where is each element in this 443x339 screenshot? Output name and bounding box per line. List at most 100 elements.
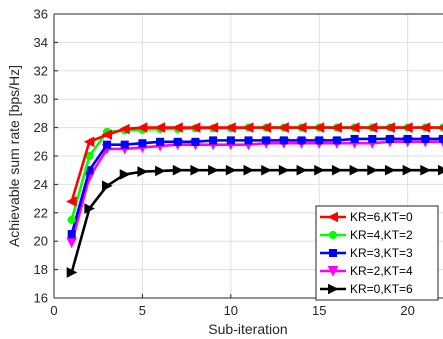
data-point (331, 164, 343, 176)
x-tick-label: 5 (139, 303, 146, 318)
data-point (349, 164, 361, 176)
data-point (243, 164, 255, 176)
legend-item: KR=2,KT=4 (320, 264, 413, 278)
x-tick-label: 20 (400, 303, 414, 318)
y-tick-label: 30 (34, 92, 48, 107)
x-axis-label: Sub-iteration (208, 321, 287, 337)
data-point (67, 230, 76, 239)
data-point (119, 123, 130, 135)
legend-item: KR=3,KT=3 (320, 246, 413, 260)
data-point (119, 169, 131, 180)
data-point (84, 203, 95, 214)
data-point (225, 122, 236, 133)
series-KR=0,KT=6 (66, 164, 443, 278)
data-point (419, 122, 431, 133)
data-point (403, 134, 412, 143)
data-point (366, 122, 378, 133)
data-point (172, 164, 184, 176)
data-point (420, 164, 431, 176)
data-point (83, 136, 95, 148)
data-point (295, 122, 307, 133)
legend-label: KR=3,KT=3 (350, 246, 413, 260)
y-tick-label: 24 (34, 177, 48, 192)
data-point (137, 166, 149, 177)
data-point (384, 122, 395, 133)
data-point (297, 136, 306, 145)
tick-marks: 0 5 10 15 20 16 18 20 22 24 26 28 30 32 34 36 (34, 7, 415, 319)
data-point (421, 134, 430, 143)
legend-label: KR=6,KT=0 (350, 210, 413, 224)
legend-label: KR=4,KT=2 (350, 228, 413, 242)
data-point (402, 122, 413, 133)
data-point (66, 237, 77, 249)
data-point (138, 139, 147, 148)
legend-label: KR=0,KT=6 (350, 282, 413, 296)
data-point (313, 122, 325, 133)
data-point (154, 122, 166, 133)
data-point (156, 137, 165, 146)
legend-marker (328, 230, 338, 240)
y-tick-label: 28 (34, 120, 48, 135)
data-point (314, 164, 325, 176)
data-point (368, 134, 377, 143)
data-point (67, 215, 76, 224)
y-tick-label: 34 (34, 35, 48, 50)
data-point (190, 164, 202, 176)
legend-item: KR=0,KT=6 (320, 282, 413, 296)
data-point (384, 164, 396, 176)
x-tick-label: 15 (312, 303, 326, 318)
data-point (155, 165, 166, 177)
data-point (172, 122, 183, 133)
data-point (278, 164, 290, 176)
legend-marker (327, 266, 339, 277)
data-point (278, 122, 289, 133)
series-line (70, 140, 443, 243)
legend-marker (328, 283, 339, 295)
data-point (136, 122, 148, 133)
legend-item: KR=6,KT=0 (320, 210, 413, 224)
legend-marker (327, 211, 338, 223)
data-point (207, 122, 219, 133)
x-tick-label: 10 (224, 303, 238, 318)
data-point (173, 137, 182, 146)
data-point (437, 124, 443, 131)
y-tick-label: 18 (34, 262, 48, 277)
data-point (208, 164, 219, 176)
y-tick-label: 20 (34, 234, 48, 249)
data-point (191, 137, 200, 146)
series-KR=6,KT=0 (66, 122, 443, 207)
data-point (103, 140, 112, 149)
data-point (332, 136, 341, 145)
data-point (189, 122, 201, 133)
y-tick-label: 16 (34, 291, 48, 306)
data-point (225, 164, 237, 176)
series-line (70, 126, 443, 202)
y-tick-label: 22 (34, 205, 48, 220)
data-point (66, 267, 78, 278)
data-point (348, 122, 360, 133)
data-point (350, 134, 359, 143)
data-point (439, 134, 443, 143)
data-point (120, 140, 129, 149)
data-point (260, 122, 272, 133)
legend-label: KR=2,KT=4 (350, 264, 413, 278)
y-axis-label: Achievable sum rate [bps/Hz] (6, 65, 22, 247)
data-point (331, 122, 342, 133)
data-point (66, 196, 77, 207)
legend-marker (329, 249, 337, 257)
data-point (209, 136, 218, 145)
data-point (262, 136, 271, 145)
y-tick-label: 26 (34, 149, 48, 164)
data-point (261, 164, 272, 176)
data-point (438, 164, 443, 176)
data-point (101, 129, 113, 141)
x-tick-label: 0 (50, 303, 57, 318)
data-point (244, 136, 253, 145)
data-point (296, 164, 308, 176)
y-tick-label: 36 (34, 7, 48, 22)
data-point (242, 122, 254, 133)
data-point (226, 136, 235, 145)
series-line (70, 168, 443, 273)
y-tick-label: 32 (34, 63, 48, 78)
